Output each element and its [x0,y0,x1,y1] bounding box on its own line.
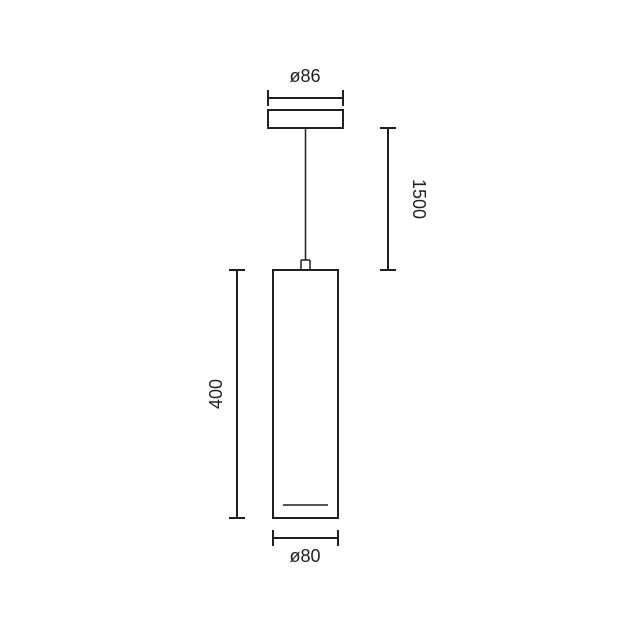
canopy [268,110,343,128]
dim-bottom-label: ø80 [289,546,320,566]
dim-top: ø86 [268,66,343,106]
dim-left-label: 400 [206,379,226,409]
cable [301,128,310,270]
pendant-light-diagram: ø86 1500 400 ø80 [0,0,620,620]
dim-top-label: ø86 [289,66,320,86]
dim-right: 1500 [380,128,429,270]
body [273,270,338,518]
dim-left: 400 [206,270,245,518]
dim-bottom: ø80 [273,530,338,566]
dim-right-label: 1500 [409,179,429,219]
